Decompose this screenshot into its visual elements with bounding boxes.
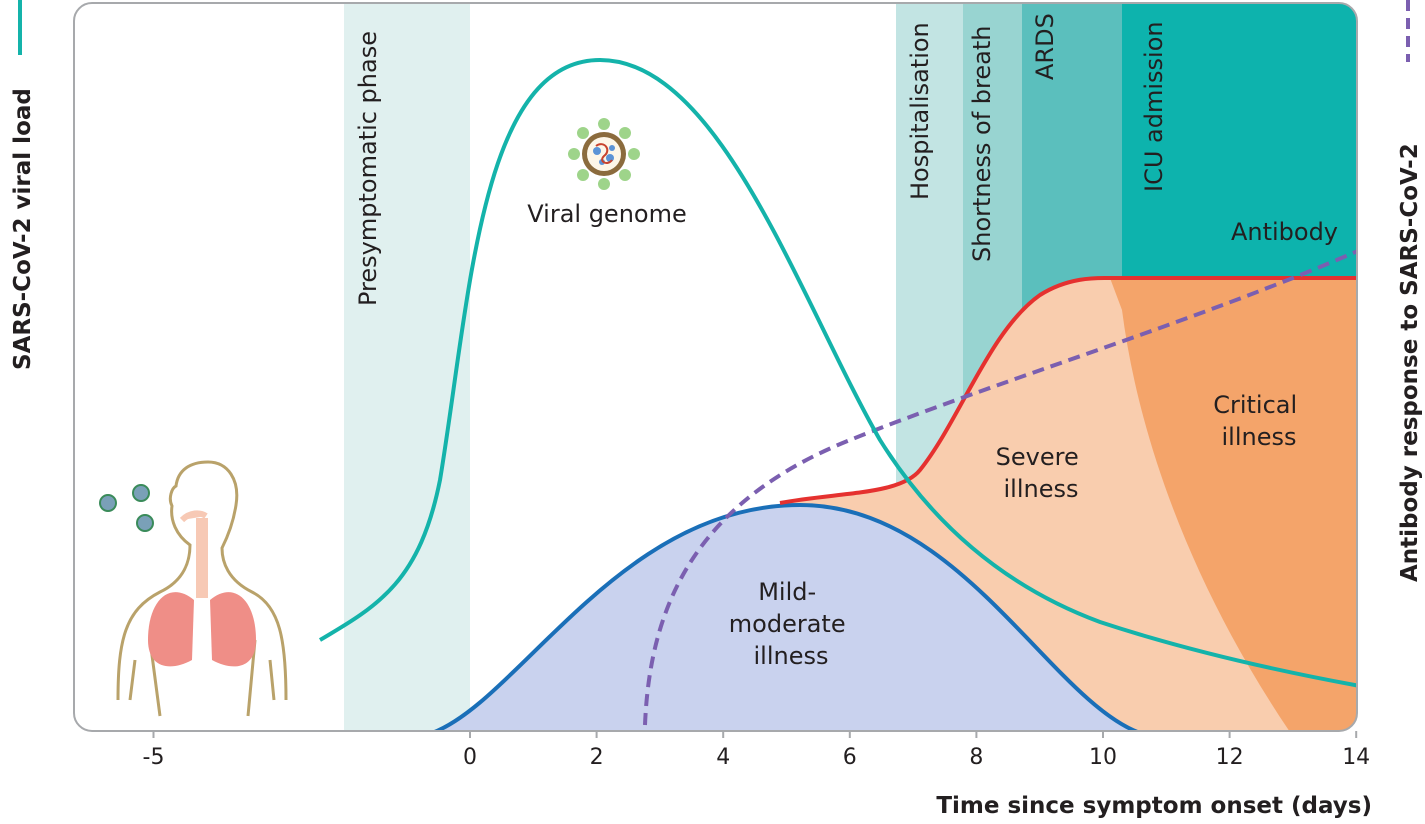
x-tick-label: 12 bbox=[1216, 745, 1244, 770]
ards-label: ARDS bbox=[1031, 13, 1059, 80]
chart-frame bbox=[73, 2, 1358, 732]
x-tick-label: 6 bbox=[843, 745, 857, 770]
viral-genome-label: Viral genome bbox=[527, 200, 686, 228]
x-tick-label: 4 bbox=[716, 745, 730, 770]
antibody-label: Antibody bbox=[1231, 218, 1338, 246]
x-tick-label: 2 bbox=[590, 745, 604, 770]
mild-moderate-illness-area bbox=[432, 505, 1140, 731]
antibody-curve bbox=[643, 248, 1357, 726]
human-lungs-icon bbox=[99, 460, 288, 717]
left-axis-title: SARS-CoV-2 viral load bbox=[10, 88, 36, 370]
x-tick-label: 8 bbox=[969, 745, 983, 770]
virus-icon bbox=[568, 118, 640, 190]
x-tick-label: -5 bbox=[143, 745, 165, 770]
presymptomatic-label: Presymptomatic phase bbox=[354, 31, 382, 306]
severe-illness-label: Severe illness bbox=[996, 443, 1087, 503]
shortness-of-breath-label: Shortness of breath bbox=[968, 26, 996, 262]
critical-illness-area bbox=[1110, 278, 1357, 731]
right-axis-title: Antibody response to SARS-CoV-2 bbox=[1397, 143, 1423, 582]
x-tick-label: 14 bbox=[1342, 745, 1370, 770]
mild-illness-label: Mild- moderate illness bbox=[729, 578, 853, 670]
viral-load-curve bbox=[318, 57, 1357, 688]
x-tick-label: 0 bbox=[463, 745, 477, 770]
x-axis: -5 0 2 4 6 8 10 12 14 bbox=[143, 731, 1370, 770]
hospitalisation-label: Hospitalisation bbox=[906, 22, 934, 200]
icu-admission-label: ICU admission bbox=[1140, 21, 1168, 192]
x-axis-title: Time since symptom onset (days) bbox=[936, 793, 1372, 819]
x-tick-label: 10 bbox=[1089, 745, 1117, 770]
critical-illness-label: Critical illness bbox=[1213, 391, 1305, 451]
mild-moderate-curve bbox=[431, 502, 1141, 731]
